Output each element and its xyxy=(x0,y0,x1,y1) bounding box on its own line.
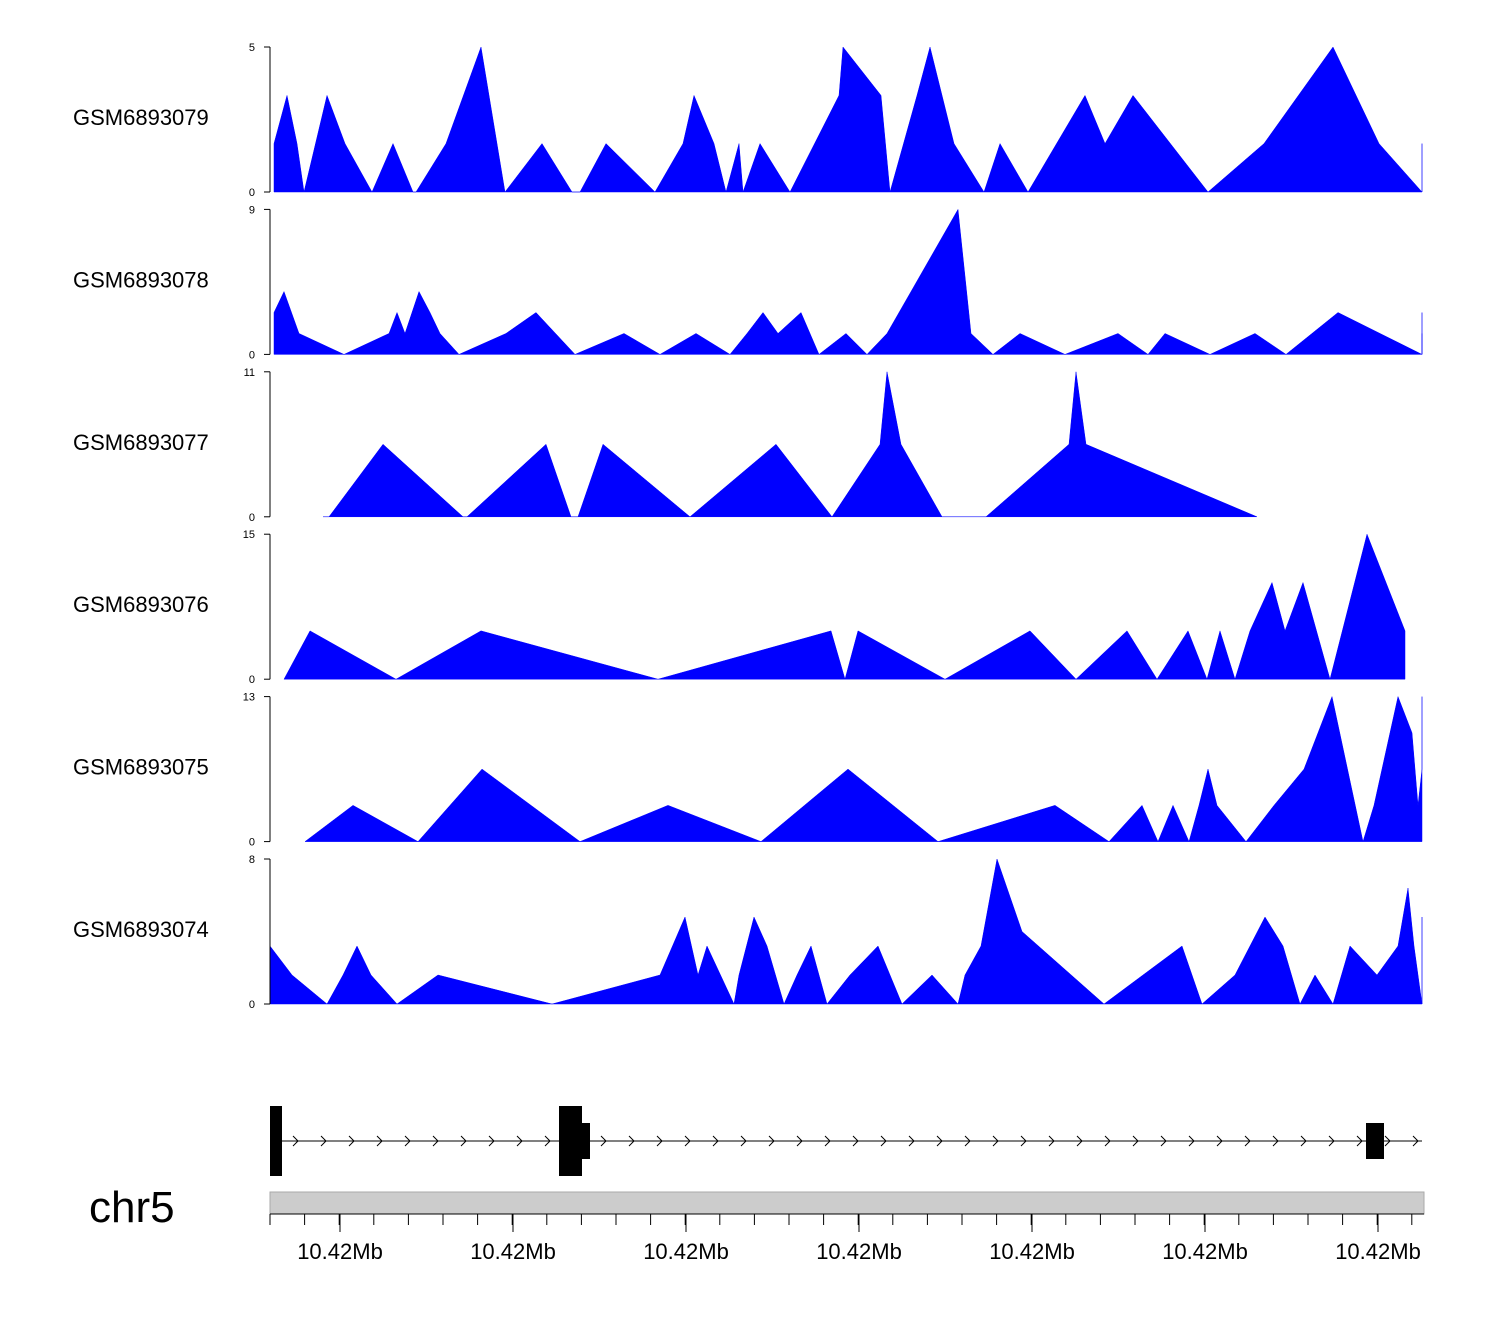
y-tick-label-max: 11 xyxy=(244,367,255,379)
track-area xyxy=(269,858,1423,1005)
track-label: GSM6893079 xyxy=(73,105,209,130)
strand-arrow xyxy=(1272,1135,1279,1147)
strand-arrow xyxy=(768,1135,775,1147)
track-GSM6893075: 13 0 GSM6893075 xyxy=(73,692,1423,849)
strand-arrow xyxy=(488,1135,495,1147)
strand-arrow xyxy=(964,1135,971,1147)
strand-arrow xyxy=(432,1135,439,1147)
strand-arrow xyxy=(824,1135,831,1147)
strand-arrow xyxy=(1300,1135,1307,1147)
strand-arrow xyxy=(600,1135,607,1147)
y-tick-label-min: 0 xyxy=(249,999,255,1011)
y-tick-label-min: 0 xyxy=(249,349,255,361)
y-tick-label-min: 0 xyxy=(249,674,255,686)
y-tick-label-min: 0 xyxy=(249,512,255,524)
track-GSM6893077: 11 0 GSM6893077 xyxy=(73,367,1258,524)
strand-arrow xyxy=(936,1135,943,1147)
strand-arrow xyxy=(1160,1135,1167,1147)
exon-2 xyxy=(559,1106,582,1176)
strand-arrow xyxy=(348,1135,355,1147)
strand-arrow xyxy=(880,1135,887,1147)
strand-arrow xyxy=(1048,1135,1055,1147)
exon-3 xyxy=(582,1123,590,1159)
strand-arrow xyxy=(1020,1135,1027,1147)
track-area xyxy=(283,533,1406,681)
y-tick-label-max: 13 xyxy=(243,692,255,704)
track-area xyxy=(273,208,1423,355)
x-tick-label: 10.42Mb xyxy=(1335,1239,1421,1264)
track-GSM6893079: 5 0 GSM6893079 xyxy=(73,42,1423,199)
y-tick-label-max: 9 xyxy=(249,204,255,216)
y-tick-label-min: 0 xyxy=(249,187,255,199)
strand-arrow xyxy=(292,1135,299,1147)
strand-arrow xyxy=(1188,1135,1195,1147)
strand-arrow xyxy=(852,1135,859,1147)
strand-arrow xyxy=(628,1135,635,1147)
strand-arrow xyxy=(1412,1135,1419,1147)
exon-1 xyxy=(270,1106,282,1176)
strand-arrow xyxy=(656,1135,663,1147)
strand-arrow xyxy=(460,1135,467,1147)
gene-model-track xyxy=(270,1106,1422,1176)
data-tracks: 5 0 GSM6893079 9 0 GSM6893078 11 0 GSM6893077 15 0… xyxy=(73,42,1423,1011)
strand-arrow xyxy=(1384,1135,1391,1147)
strand-arrow xyxy=(1104,1135,1111,1147)
track-label: GSM6893075 xyxy=(73,755,209,780)
strand-arrow xyxy=(1356,1135,1363,1147)
y-tick-label-max: 8 xyxy=(249,854,255,866)
track-GSM6893076: 15 0 GSM6893076 xyxy=(73,529,1406,686)
y-tick-label-min: 0 xyxy=(249,837,255,849)
track-label: GSM6893074 xyxy=(73,917,209,942)
strand-arrow xyxy=(796,1135,803,1147)
strand-arrow xyxy=(908,1135,915,1147)
track-area xyxy=(304,695,1423,843)
genome-axis-bar xyxy=(269,1191,1425,1215)
strand-arrow xyxy=(992,1135,999,1147)
x-tick-label: 10.42Mb xyxy=(989,1239,1075,1264)
y-tick-label-max: 15 xyxy=(243,529,255,541)
strand-arrow xyxy=(684,1135,691,1147)
chromosome-label: chr5 xyxy=(89,1183,175,1232)
strand-arrow xyxy=(712,1135,719,1147)
x-tick-label: 10.42Mb xyxy=(297,1239,383,1264)
strand-arrow xyxy=(404,1135,411,1147)
track-GSM6893074: 8 0 GSM6893074 xyxy=(73,854,1423,1011)
track-label: GSM6893078 xyxy=(73,267,209,292)
strand-arrow xyxy=(1076,1135,1083,1147)
track-label: GSM6893076 xyxy=(73,592,209,617)
track-label: GSM6893077 xyxy=(73,430,209,455)
y-tick-label-max: 5 xyxy=(249,42,255,54)
strand-arrow xyxy=(1216,1135,1223,1147)
x-tick-label: 10.42Mb xyxy=(816,1239,902,1264)
strand-arrow xyxy=(740,1135,747,1147)
strand-arrow xyxy=(1244,1135,1251,1147)
x-tick-label: 10.42Mb xyxy=(1162,1239,1248,1264)
track-area xyxy=(323,371,1258,518)
strand-arrow xyxy=(1132,1135,1139,1147)
x-tick-label: 10.42Mb xyxy=(470,1239,556,1264)
strand-arrow xyxy=(544,1135,551,1147)
strand-arrow xyxy=(516,1135,523,1147)
x-tick-label: 10.42Mb xyxy=(643,1239,729,1264)
strand-arrow xyxy=(1328,1135,1335,1147)
exon-4 xyxy=(1366,1123,1384,1159)
strand-arrow xyxy=(376,1135,383,1147)
track-GSM6893078: 9 0 GSM6893078 xyxy=(73,204,1423,361)
track-area xyxy=(273,46,1423,193)
strand-arrow xyxy=(320,1135,327,1147)
genome-axis-track: chr5 10.42Mb 10.42Mb 10.42Mb 10.42Mb 10.42Mb… xyxy=(89,1183,1425,1264)
